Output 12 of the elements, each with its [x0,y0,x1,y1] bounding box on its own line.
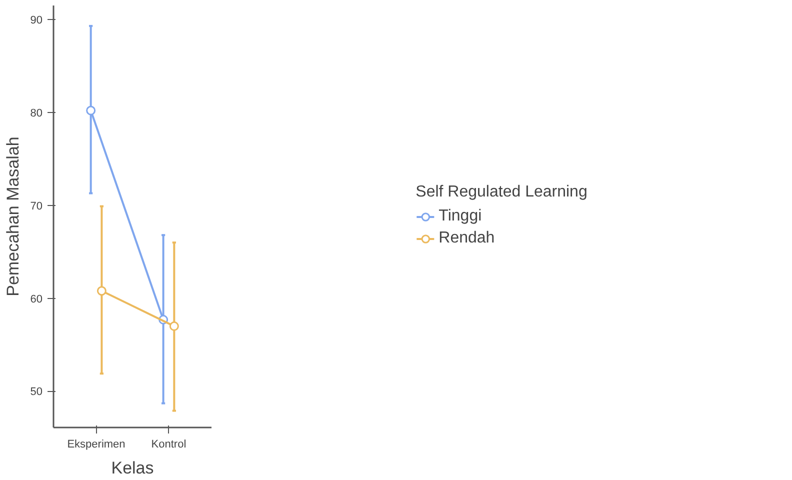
x-axis-title: Kelas [111,458,154,478]
legend-title: Self Regulated Learning [416,184,588,202]
y-tick-label: 60 [30,293,43,306]
y-tick-label: 80 [30,107,43,120]
legend-label: Tinggi [438,208,482,226]
y-axis-title: Pemecahan Masalah [3,136,22,296]
legend-label: Rendah [438,230,495,248]
x-tick-label: Kontrol [151,438,186,450]
y-tick-label: 90 [30,14,43,26]
y-tick-label: 70 [30,200,43,212]
x-tick-label: Eksperimen [67,438,126,450]
y-tick-label: 50 [30,386,43,398]
